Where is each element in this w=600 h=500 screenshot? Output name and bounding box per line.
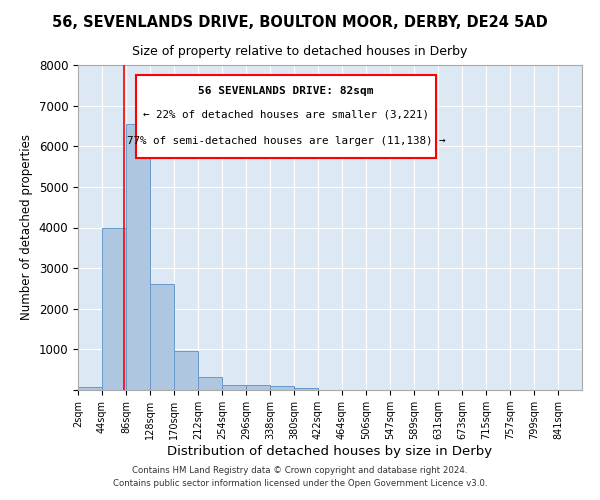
- Bar: [150, 284, 174, 390]
- Text: 56 SEVENLANDS DRIVE: 82sqm: 56 SEVENLANDS DRIVE: 82sqm: [198, 86, 374, 97]
- Text: 56, SEVENLANDS DRIVE, BOULTON MOOR, DERBY, DE24 5AD: 56, SEVENLANDS DRIVE, BOULTON MOOR, DERB…: [52, 15, 548, 30]
- Bar: [174, 351, 198, 390]
- Bar: [198, 378, 222, 390]
- Bar: [246, 385, 270, 390]
- Bar: [78, 387, 102, 390]
- Text: Contains HM Land Registry data © Crown copyright and database right 2024.
Contai: Contains HM Land Registry data © Crown c…: [113, 466, 487, 487]
- Text: 77% of semi-detached houses are larger (11,138) →: 77% of semi-detached houses are larger (…: [127, 136, 445, 146]
- Bar: [126, 124, 150, 390]
- Text: ← 22% of detached houses are smaller (3,221): ← 22% of detached houses are smaller (3,…: [143, 110, 429, 120]
- Bar: [270, 386, 294, 390]
- Y-axis label: Number of detached properties: Number of detached properties: [20, 134, 33, 320]
- Bar: [222, 384, 246, 390]
- Bar: [102, 228, 126, 390]
- X-axis label: Distribution of detached houses by size in Derby: Distribution of detached houses by size …: [167, 445, 493, 458]
- Text: Size of property relative to detached houses in Derby: Size of property relative to detached ho…: [133, 45, 467, 58]
- Bar: [294, 388, 318, 390]
- FancyBboxPatch shape: [136, 74, 436, 158]
